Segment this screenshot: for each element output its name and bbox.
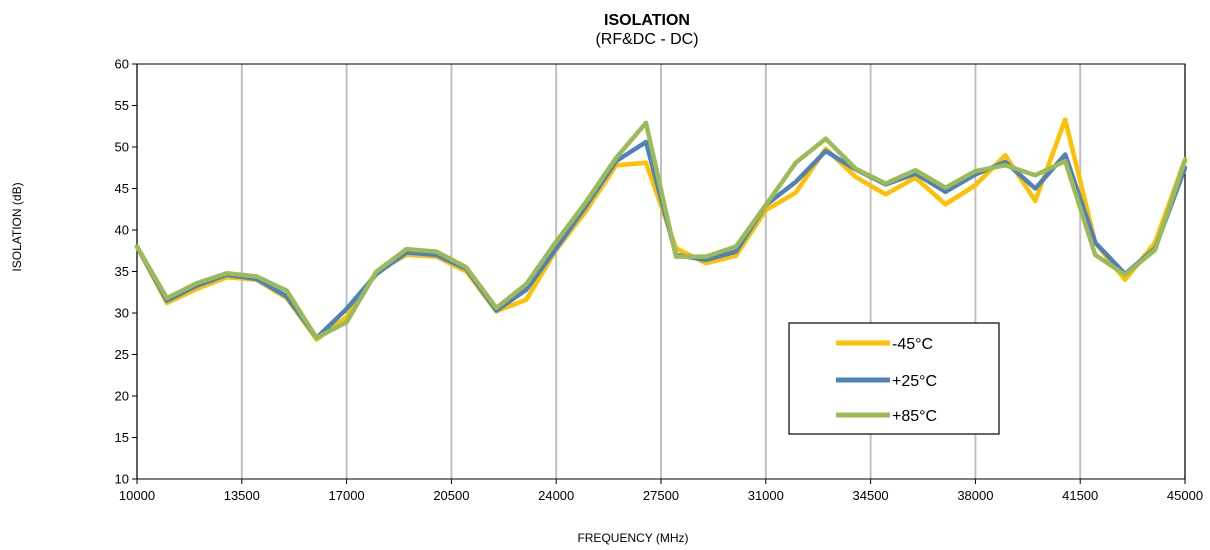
- legend-label-2: +25°C: [892, 373, 937, 390]
- legend-label-1: -45°C: [892, 336, 933, 353]
- y-tick-label: 10: [115, 472, 129, 487]
- x-tick-label: 13500: [224, 488, 260, 503]
- series-line-3: [134, 120, 1188, 341]
- x-tick-label: 31000: [748, 488, 784, 503]
- y-tick-label: 25: [115, 347, 129, 362]
- y-tick-label: 50: [115, 140, 129, 155]
- y-tick-label: 55: [115, 98, 129, 113]
- x-tick-label: 45000: [1167, 488, 1203, 503]
- y-tick-label: 15: [115, 430, 129, 445]
- x-tick-label: 24000: [538, 488, 574, 503]
- chart-title: ISOLATION: [604, 12, 690, 29]
- legend-label-3: +85°C: [892, 408, 937, 425]
- y-axis-label: ISOLATION (dB): [10, 182, 24, 271]
- x-tick-label: 34500: [853, 488, 889, 503]
- x-tick-label: 27500: [643, 488, 679, 503]
- legend-box: [788, 322, 1000, 435]
- y-tick-label: 45: [115, 181, 129, 196]
- legend: -45°C +25°C +85°C: [788, 322, 1000, 435]
- x-tick-label: 38000: [957, 488, 993, 503]
- x-axis-label: FREQUENCY (MHz): [577, 531, 688, 545]
- y-tick-label: 40: [115, 223, 129, 238]
- x-tick-label: 10000: [119, 488, 155, 503]
- y-tick-label: 20: [115, 389, 129, 404]
- y-tick-label: 35: [115, 264, 129, 279]
- x-axis-ticks: 10000 13500 17000 20500 24000 27500 31000 34500…: [119, 479, 1203, 503]
- x-tick-label: 17000: [329, 488, 365, 503]
- y-axis-ticks: 10 15 20 25 30 35 40 45 50 55 60: [115, 57, 137, 487]
- y-tick-label: 30: [115, 306, 129, 321]
- y-tick-label: 60: [115, 57, 129, 72]
- x-tick-label: 41500: [1062, 488, 1098, 503]
- grid-lines: [136, 64, 1186, 479]
- series-lines: [134, 117, 1188, 342]
- x-tick-label: 20500: [433, 488, 469, 503]
- chart-subtitle: (RF&DC - DC): [595, 31, 698, 48]
